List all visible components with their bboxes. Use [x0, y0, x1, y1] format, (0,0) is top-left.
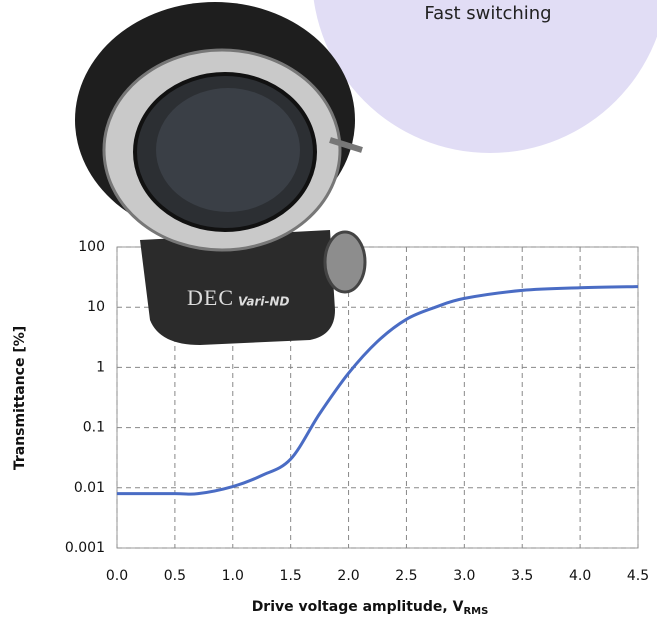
y-tick-label: 1	[96, 359, 105, 375]
x-axis-title-main: Drive voltage amplitude, V	[252, 599, 464, 615]
x-axis-title: Drive voltage amplitude, VRMS	[252, 599, 489, 617]
device-model: Vari-ND	[238, 295, 290, 309]
x-tick-label: 4.5	[627, 568, 649, 584]
device-knob	[325, 232, 365, 292]
page: Fast switching 0.001 0.01 0.1 1 10 100 0.0 0.5 1…	[0, 0, 657, 617]
x-tick-label: 4.0	[569, 568, 591, 584]
y-tick-label: 10	[87, 299, 105, 315]
x-axis-title-sub: RMS	[463, 606, 488, 617]
device-filter	[156, 88, 300, 212]
x-tick-label: 0.0	[106, 568, 128, 584]
x-tick-label: 1.5	[280, 568, 302, 584]
y-tick-label: 0.1	[83, 420, 105, 436]
x-tick-label: 2.0	[337, 568, 359, 584]
x-tick-label: 1.0	[222, 568, 244, 584]
y-tick-label: 0.01	[74, 480, 105, 496]
y-tick-label: 100	[78, 239, 105, 255]
x-tick-label: 3.0	[453, 568, 475, 584]
x-tick-label: 3.5	[511, 568, 533, 584]
callout-text: Fast switching	[424, 3, 551, 24]
y-tick-label: 0.001	[65, 540, 105, 556]
x-tick-label: 0.5	[164, 568, 186, 584]
device-brand: DEC	[187, 285, 234, 310]
x-tick-label: 2.5	[395, 568, 417, 584]
device-photo: DEC Vari-ND	[75, 2, 365, 345]
y-axis-title: Transmittance [%]	[12, 326, 28, 470]
